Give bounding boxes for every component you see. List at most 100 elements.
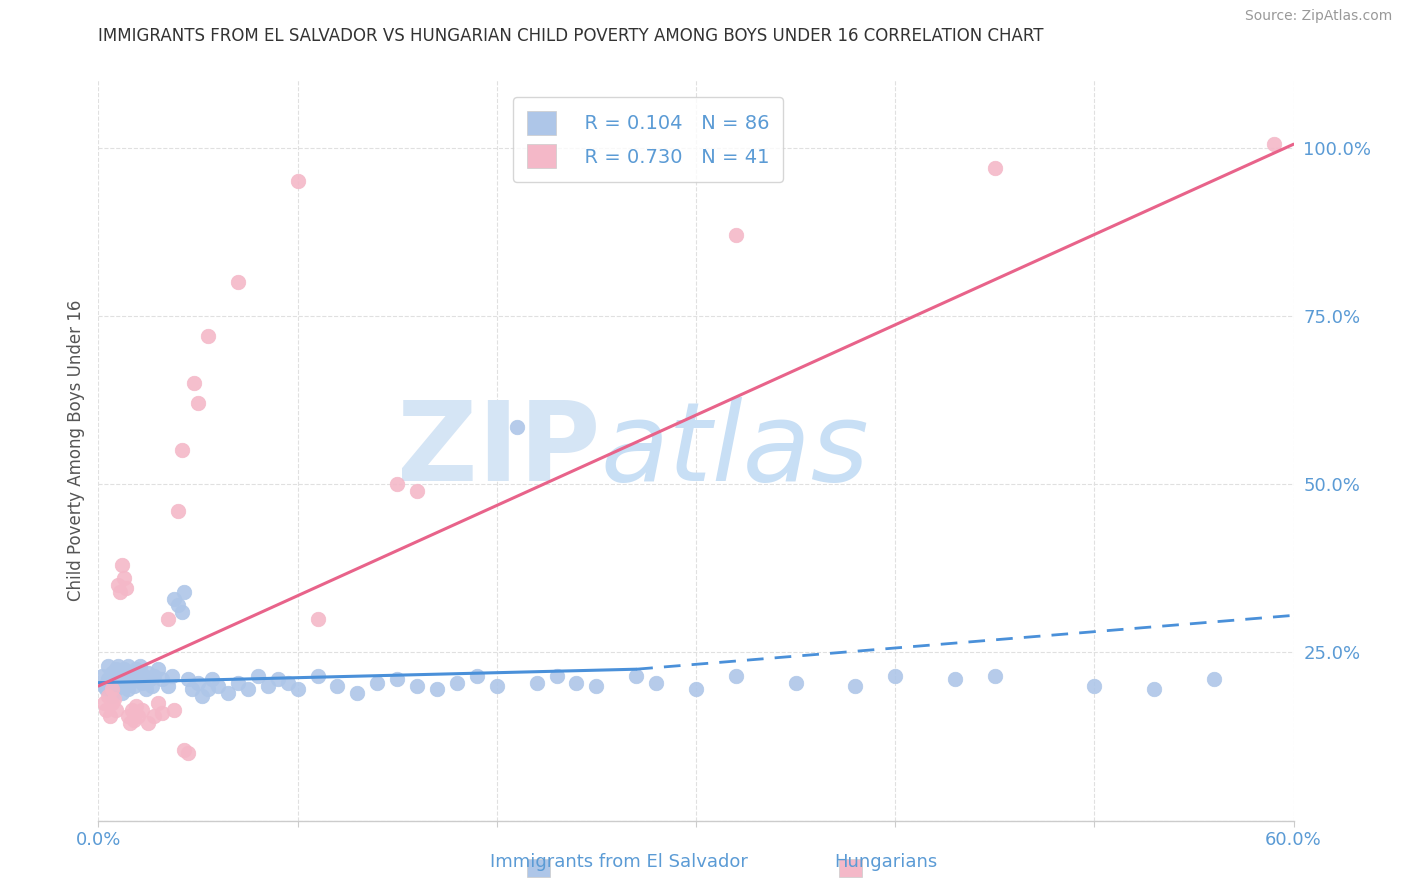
Point: [724, 669, 747, 683]
Point: [103, 669, 125, 683]
Point: [141, 679, 163, 693]
Point: [124, 679, 146, 693]
Point: [157, 679, 180, 693]
Point: [131, 703, 153, 717]
Point: [97, 673, 120, 687]
Point: [984, 161, 1007, 175]
Point: [103, 679, 125, 693]
Point: [103, 692, 125, 706]
Point: [426, 682, 449, 697]
Point: [96, 682, 118, 697]
Point: [112, 675, 135, 690]
Text: Hungarians: Hungarians: [834, 853, 938, 871]
Point: [173, 743, 195, 757]
Point: [111, 558, 134, 572]
Point: [406, 483, 429, 498]
Point: [117, 709, 139, 723]
Point: [277, 675, 299, 690]
Point: [134, 669, 156, 683]
Point: [191, 689, 214, 703]
Point: [984, 669, 1007, 683]
Point: [93, 679, 115, 693]
Point: [148, 696, 170, 710]
Point: [884, 669, 907, 683]
Point: [197, 682, 219, 697]
Point: [167, 504, 190, 518]
Point: [127, 709, 149, 723]
Point: [246, 669, 269, 683]
Point: [307, 669, 329, 683]
Point: [645, 675, 668, 690]
Point: [546, 669, 568, 683]
Point: [181, 682, 204, 697]
Point: [148, 662, 170, 676]
Point: [117, 682, 139, 697]
Point: [101, 665, 124, 680]
Point: [724, 228, 747, 243]
Text: atlas: atlas: [600, 397, 869, 504]
Point: [101, 682, 124, 697]
Point: [465, 669, 488, 683]
Point: [163, 591, 186, 606]
Text: IMMIGRANTS FROM EL SALVADOR VS HUNGARIAN CHILD POVERTY AMONG BOYS UNDER 16 CORRE: IMMIGRANTS FROM EL SALVADOR VS HUNGARIAN…: [98, 27, 1043, 45]
Point: [943, 673, 966, 687]
Point: [287, 682, 309, 697]
Point: [97, 689, 120, 703]
Point: [111, 669, 134, 683]
Point: [1083, 679, 1105, 693]
Point: [236, 682, 259, 697]
Point: [117, 658, 139, 673]
Point: [135, 682, 157, 697]
Point: [172, 605, 194, 619]
Point: [150, 706, 173, 720]
Point: [110, 584, 132, 599]
Point: [267, 673, 290, 687]
Point: [1263, 137, 1285, 152]
Point: [115, 582, 138, 596]
Point: [177, 673, 200, 687]
Point: [91, 669, 114, 683]
Point: [105, 703, 128, 717]
Point: [105, 662, 128, 676]
Point: [346, 686, 368, 700]
Point: [131, 675, 153, 690]
Point: [143, 709, 166, 723]
Point: [107, 578, 129, 592]
Point: [98, 675, 122, 690]
Point: [111, 686, 134, 700]
Point: [197, 329, 219, 343]
Point: [124, 713, 146, 727]
Point: [785, 675, 807, 690]
Point: [143, 669, 166, 683]
Point: [217, 686, 239, 700]
Point: [107, 658, 129, 673]
Text: ZIP: ZIP: [396, 397, 600, 504]
Point: [226, 675, 249, 690]
Point: [406, 679, 429, 693]
Point: [173, 584, 195, 599]
Point: [685, 682, 707, 697]
Point: [107, 673, 129, 687]
Point: [287, 174, 309, 188]
Point: [187, 675, 209, 690]
Point: [167, 599, 190, 613]
Point: [101, 689, 124, 703]
Point: [183, 376, 205, 391]
Text: Immigrants from El Salvador: Immigrants from El Salvador: [489, 853, 748, 871]
Point: [125, 662, 148, 676]
Point: [110, 679, 132, 693]
Point: [1143, 682, 1166, 697]
Point: [112, 571, 135, 585]
Point: [129, 658, 152, 673]
Point: [385, 477, 409, 491]
Point: [565, 675, 588, 690]
Point: [115, 673, 138, 687]
Point: [177, 747, 200, 761]
Point: [187, 396, 209, 410]
Point: [97, 658, 120, 673]
Point: [125, 699, 148, 714]
Y-axis label: Child Poverty Among Boys Under 16: Child Poverty Among Boys Under 16: [66, 300, 84, 601]
Point: [385, 673, 409, 687]
Point: [585, 679, 607, 693]
Point: [112, 662, 135, 676]
